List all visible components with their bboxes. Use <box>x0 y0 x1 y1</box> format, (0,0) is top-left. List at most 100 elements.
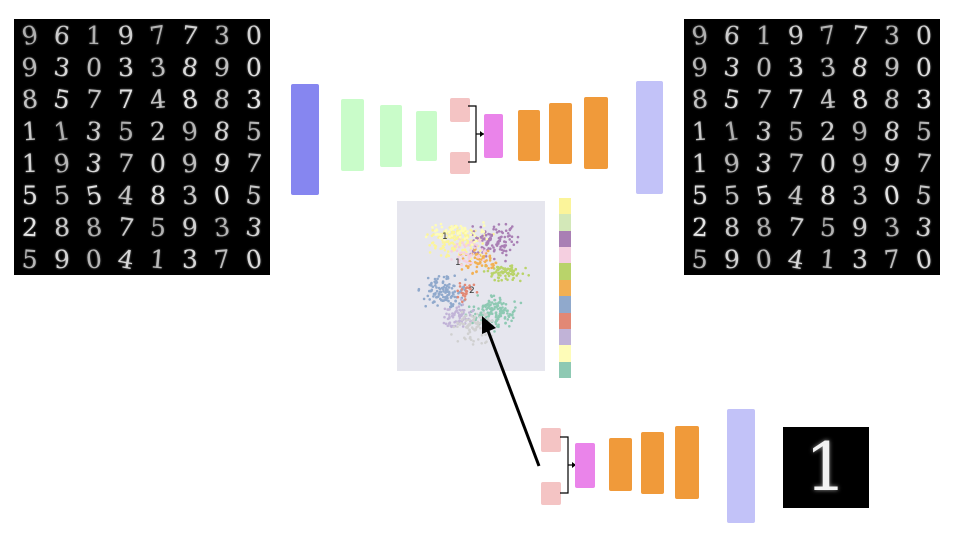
scatter-point <box>463 226 467 230</box>
grid-digit: 3 <box>818 51 838 83</box>
scatter-point <box>436 304 439 307</box>
scatter-point <box>512 270 515 273</box>
scatter-point <box>502 311 505 315</box>
scatter-point <box>461 303 465 306</box>
colorbar-swatch <box>559 214 571 231</box>
scatter-point <box>461 300 464 304</box>
scatter-point <box>453 290 457 293</box>
scatter-point <box>456 232 460 235</box>
decoder-hidden-layer-2 <box>549 103 572 164</box>
grid-digit: 9 <box>180 147 200 179</box>
scatter-point <box>470 261 473 265</box>
scatter-point <box>457 260 461 264</box>
latent-colorbar <box>559 198 571 378</box>
scatter-point <box>439 233 442 236</box>
scatter-point <box>448 235 451 238</box>
scatter-point <box>417 289 420 292</box>
scatter-point <box>468 318 471 321</box>
scatter-point <box>440 293 444 297</box>
grid-digit: 9 <box>787 19 805 51</box>
scatter-point <box>499 245 502 249</box>
scatter-point <box>482 230 486 233</box>
scatter-point <box>504 322 507 325</box>
grid-digit: 0 <box>754 243 774 275</box>
grid-digit: 1 <box>818 243 838 275</box>
grid-digit: 7 <box>147 19 169 51</box>
scatter-point <box>474 328 477 332</box>
grid-digit: 8 <box>179 83 201 115</box>
scatter-point <box>510 240 513 243</box>
grid-digit: 9 <box>881 147 903 179</box>
scatter-point <box>458 258 461 262</box>
scatter-point <box>485 237 488 241</box>
scatter-point <box>495 244 499 247</box>
scatter-point <box>507 272 510 276</box>
scatter-point <box>473 256 477 259</box>
scatter-point <box>437 275 441 278</box>
grid-digit: 5 <box>692 180 708 210</box>
scatter-point <box>504 303 508 306</box>
grid-digit: 9 <box>53 244 71 274</box>
scatter-point <box>469 249 472 252</box>
scatter-point <box>470 253 473 256</box>
encoder-input-layer <box>291 84 319 195</box>
encoder-hidden-layer-1 <box>341 99 364 171</box>
scatter-point <box>504 249 508 253</box>
scatter-point <box>510 264 514 267</box>
decoder-output-layer <box>636 81 663 194</box>
scatter-point <box>466 244 470 247</box>
grid-digit: 1 <box>85 20 103 50</box>
scatter-point <box>433 277 437 281</box>
scatter-point <box>490 244 494 247</box>
scatter-point <box>499 301 502 304</box>
scatter-point <box>508 325 511 328</box>
scatter-point <box>496 302 500 305</box>
scatter-point <box>435 286 438 289</box>
scatter-point <box>455 242 459 246</box>
scatter-point <box>494 315 498 319</box>
scatter-point <box>515 274 518 277</box>
scatter-point <box>462 309 466 312</box>
grid-digit: 4 <box>785 243 807 275</box>
scatter-point <box>432 295 435 298</box>
grid-digit: 5 <box>819 212 837 242</box>
scatter-point <box>465 236 469 239</box>
scatter-point <box>460 310 464 314</box>
grid-digit: 0 <box>243 243 265 275</box>
scatter-point <box>479 321 483 324</box>
scatter-point <box>482 309 485 312</box>
scatter-point <box>475 291 479 294</box>
grid-digit: 3 <box>117 52 135 82</box>
scatter-point <box>453 274 456 277</box>
scatter-point <box>492 225 496 229</box>
scatter-point <box>452 231 455 235</box>
scatter-point <box>472 230 476 233</box>
grid-digit: 9 <box>20 51 40 83</box>
colorbar-swatch <box>559 198 571 215</box>
scatter-point <box>474 253 478 256</box>
scatter-point <box>474 312 477 316</box>
scatter-point <box>446 250 450 253</box>
scatter-point <box>450 234 454 237</box>
generated-digit: 1 <box>805 429 847 506</box>
grid-digit: 3 <box>182 244 198 274</box>
scatter-point <box>503 267 507 271</box>
scatter-point <box>472 305 476 308</box>
generated-digit-image: 1 <box>783 427 869 508</box>
scatter-point <box>476 256 480 259</box>
scatter-canvas: 1 1 2 <box>397 201 545 371</box>
scatter-point <box>480 264 484 267</box>
scatter-point <box>497 276 501 280</box>
grid-digit: 9 <box>117 19 135 51</box>
scatter-point <box>497 267 501 270</box>
scatter-point <box>451 312 454 315</box>
gen-decoder-layer-1 <box>609 438 632 491</box>
gen-decoder-layer-3 <box>675 426 699 499</box>
grid-digit: 5 <box>51 83 73 115</box>
grid-digit: 5 <box>722 179 742 211</box>
grid-digit: 8 <box>723 212 741 242</box>
scatter-point <box>448 242 451 246</box>
scatter-point <box>480 342 483 345</box>
scatter-point <box>516 272 520 275</box>
scatter-point <box>478 239 482 243</box>
